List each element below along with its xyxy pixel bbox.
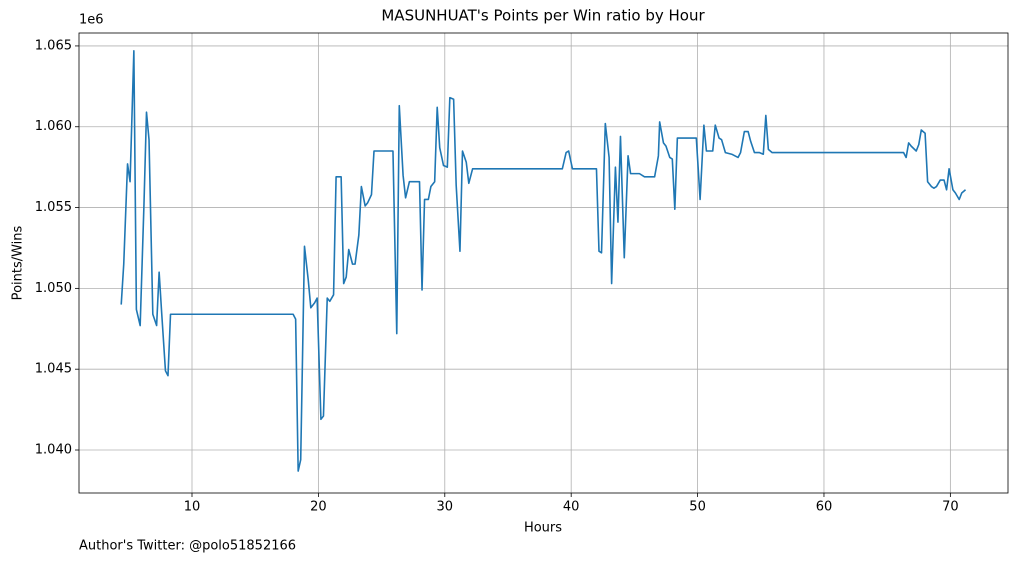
y-tick-label: 1.050 xyxy=(35,281,72,296)
chart-title: MASUNHUAT's Points per Win ratio by Hour xyxy=(381,7,705,25)
x-tick-label: 50 xyxy=(689,500,706,515)
x-tick-label: 30 xyxy=(437,500,454,515)
x-tick-label: 20 xyxy=(310,500,327,515)
y-offset-label: 1e6 xyxy=(79,13,104,28)
y-tick-label: 1.040 xyxy=(35,443,72,458)
y-tick-label: 1.045 xyxy=(35,362,72,377)
plot-frame xyxy=(78,32,1009,494)
y-tick-label: 1.065 xyxy=(35,38,72,53)
x-tick-label: 40 xyxy=(563,500,580,515)
y-tick-label: 1.055 xyxy=(35,200,72,215)
y-tick-label: 1.060 xyxy=(35,119,72,134)
x-tick-label: 60 xyxy=(816,500,833,515)
y-axis-label: Points/Wins xyxy=(11,225,26,300)
x-tick-label: 10 xyxy=(184,500,201,515)
x-tick-label: 70 xyxy=(942,500,959,515)
footnote: Author's Twitter: @polo51852166 xyxy=(79,539,296,554)
x-axis-label: Hours xyxy=(524,521,562,536)
data-line xyxy=(120,49,967,472)
